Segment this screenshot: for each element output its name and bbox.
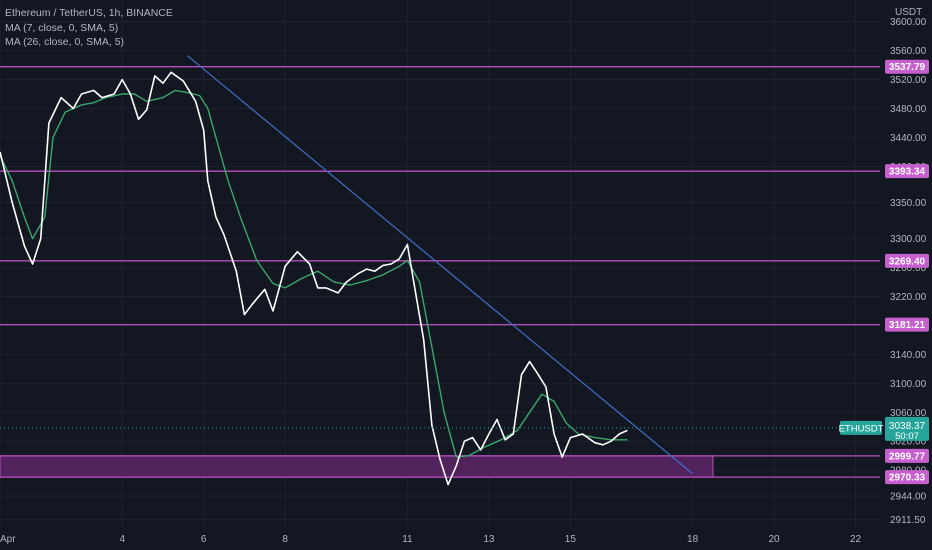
symbol-label-bg: [840, 420, 882, 435]
x-tick-label: 8: [282, 534, 288, 545]
x-tick-label: Apr: [0, 534, 16, 545]
level-label: 2999.77: [889, 451, 926, 462]
trendline-line[interactable]: [187, 55, 693, 475]
current-price-label: 3038.37: [889, 421, 926, 432]
zone-rect[interactable]: [0, 455, 714, 478]
x-tick-label: 6: [201, 534, 207, 545]
level-label-bg: [885, 317, 929, 332]
horizontal-levels: [0, 66, 880, 478]
symbol-label: ETHUSDT: [839, 423, 884, 434]
x-tick-label: 15: [565, 534, 577, 545]
y-tick-label: 3020.00: [890, 437, 927, 448]
y-tick-label: 3520.00: [890, 75, 927, 86]
level-label-bg: [885, 470, 929, 485]
current-price-label-bg: [885, 416, 929, 441]
y-tick-label: 3480.00: [890, 104, 927, 115]
price-axis[interactable]: 2911.502944.002980.003020.003060.003100.…: [880, 0, 932, 550]
chart-legend: Ethereum / TetherUS, 1h, BINANCE MA (7, …: [5, 6, 173, 50]
y-tick-label: 2911.50: [890, 515, 926, 526]
level-label-bg: [885, 164, 929, 179]
currency-label: USDT: [895, 7, 922, 18]
level-label: 3181.21: [889, 320, 926, 331]
y-tick-label: 3100.00: [890, 379, 927, 390]
y-tick-label: 3060.00: [890, 408, 927, 419]
y-tick-label: 3220.00: [890, 292, 927, 303]
level-label-bg: [885, 448, 929, 463]
level-label: 2970.33: [889, 473, 926, 484]
y-tick-label: 2944.00: [890, 492, 927, 503]
legend-ma-7[interactable]: MA (7, close, 0, SMA, 5): [5, 21, 119, 34]
support-zone: [0, 455, 714, 478]
level-label: 3393.34: [889, 167, 926, 178]
y-tick-label: 3600.00: [890, 17, 927, 28]
level-label-bg: [885, 253, 929, 268]
countdown-label: 50:07: [895, 431, 919, 442]
y-tick-label: 3350.00: [890, 198, 927, 209]
y-tick-label: 3560.00: [890, 46, 927, 57]
x-tick-label: 18: [687, 534, 699, 545]
legend-title[interactable]: Ethereum / TetherUS, 1h, BINANCE: [5, 7, 173, 19]
series-price: [0, 71, 628, 486]
legend-ma-26[interactable]: MA (26, close, 0, SMA, 5): [5, 36, 125, 48]
series-lines: [0, 71, 628, 486]
trendline[interactable]: [187, 55, 693, 475]
time-axis[interactable]: Apr 4 6 8 11 13 15 18 20 22: [0, 528, 932, 550]
level-label: 3537.79: [889, 62, 926, 73]
level-label-bg: [885, 59, 929, 74]
time-axis-bg: [0, 528, 932, 550]
y-tick-label: 3440.00: [890, 133, 927, 144]
x-tick-label: 22: [850, 534, 862, 545]
x-tick-label: 4: [119, 534, 125, 545]
y-tick-label: 3140.00: [890, 350, 927, 361]
series-ma: [0, 89, 628, 458]
level-label: 3269.40: [889, 256, 926, 267]
price-labels: 3537.79 3393.34 3269.40 3181.21 2999.77 2970.…: [839, 59, 929, 485]
x-tick-label: 11: [402, 534, 413, 545]
x-tick-label: 20: [769, 534, 781, 545]
y-tick-label: 3300.00: [890, 234, 927, 245]
y-tick-label: 3260.00: [890, 263, 927, 274]
x-tick-label: 13: [483, 534, 495, 545]
